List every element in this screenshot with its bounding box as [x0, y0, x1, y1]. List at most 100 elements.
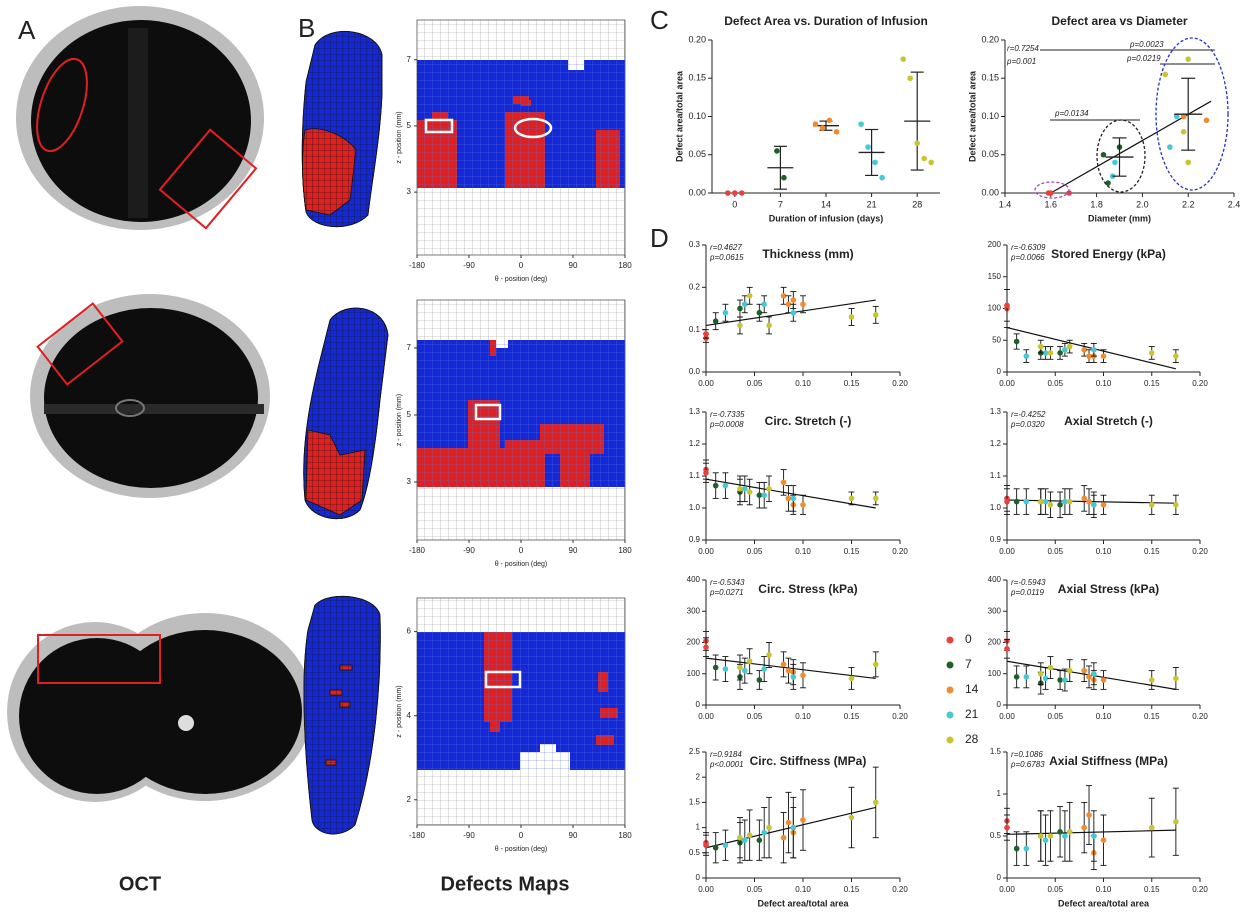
- data-point: [1062, 346, 1068, 353]
- x-tick-label: 0.00: [999, 712, 1015, 721]
- x-tick-label: 2.2: [1182, 199, 1195, 209]
- stat-annotation: r=-0.4252: [1011, 410, 1046, 419]
- data-point: [1081, 346, 1087, 353]
- data-point: [1081, 824, 1087, 831]
- data-point: [1042, 837, 1049, 843]
- data-point: [1004, 302, 1010, 309]
- map-highlight: [513, 117, 553, 139]
- stat-annotation: p<0.0001: [709, 760, 744, 769]
- data-point: [1062, 833, 1068, 839]
- x-tick-label: 180: [618, 546, 632, 555]
- data-point: [761, 301, 767, 308]
- data-point: [737, 322, 743, 329]
- data-point: [1185, 159, 1191, 166]
- data-point: [766, 824, 772, 831]
- data-point: [1057, 502, 1063, 508]
- data-point: [1148, 502, 1155, 508]
- data-point: [756, 677, 763, 683]
- x-axis-label: Diameter (mm): [1088, 213, 1151, 223]
- x-tick-label: -180: [409, 831, 426, 840]
- data-point: [907, 75, 913, 82]
- data-point: [756, 492, 763, 499]
- x-tick-label: 0.15: [844, 379, 860, 388]
- data-point: [725, 190, 731, 196]
- legend-label: 21: [965, 707, 979, 721]
- legend-swatch: [946, 736, 954, 744]
- stat-annotation: r=-0.6309: [1011, 243, 1046, 252]
- x-tick-label: 0.00: [698, 885, 714, 894]
- data-point: [790, 297, 797, 303]
- x-tick-label: 0.00: [698, 379, 714, 388]
- stat-annotation: r=0.9184: [710, 750, 742, 759]
- x-tick-label: 90: [569, 546, 578, 555]
- chart-title: Axial Stiffness (MPa): [1049, 754, 1168, 768]
- data-point: [1013, 338, 1020, 345]
- chart-title: Defect area vs Diameter: [1051, 14, 1187, 28]
- chart-title: Thickness (mm): [762, 247, 853, 261]
- data-point: [703, 842, 709, 849]
- data-point: [1100, 837, 1107, 843]
- data-point: [746, 489, 753, 495]
- data-point: [780, 834, 787, 841]
- data-point: [712, 482, 719, 489]
- data-point: [1023, 498, 1030, 505]
- y-tick-label: 2: [407, 795, 412, 804]
- x-tick-label: 1.6: [1045, 199, 1058, 209]
- data-point: [1105, 180, 1111, 186]
- x-tick-label: 28: [912, 199, 922, 209]
- y-tick-label: 0.5: [689, 848, 701, 857]
- map-cells: [417, 340, 625, 487]
- y-tick-label: 6: [407, 627, 412, 636]
- data-point: [1091, 502, 1097, 508]
- x-tick-label: 0.20: [1192, 379, 1208, 388]
- data-point: [928, 159, 934, 166]
- data-point: [1047, 664, 1054, 671]
- data-point: [722, 842, 729, 849]
- x-tick-label: -180: [409, 261, 426, 270]
- data-point: [1112, 159, 1118, 166]
- data-point: [756, 837, 763, 843]
- data-point: [1148, 824, 1155, 831]
- legend-label: 0: [965, 632, 972, 646]
- fit-line: [1006, 829, 1176, 835]
- y-tick-label: 150: [988, 272, 1002, 281]
- stat-annotation: r=-0.5943: [1011, 578, 1046, 587]
- data-point: [722, 309, 729, 316]
- x-tick-label: 0.20: [1192, 712, 1208, 721]
- y-tick-label: 1.0: [689, 503, 701, 512]
- data-point: [1013, 674, 1020, 680]
- data-point: [865, 144, 871, 150]
- data-point: [742, 301, 748, 308]
- data-point: [914, 140, 920, 147]
- x-tick-label: 0.20: [892, 547, 908, 556]
- y-tick-label: 1.2: [990, 439, 1002, 448]
- data-point: [737, 834, 743, 841]
- x-tick-label: 0.20: [1192, 547, 1208, 556]
- panel-letter: D: [650, 223, 669, 253]
- vessel-model: [303, 307, 389, 519]
- data-point: [746, 832, 753, 838]
- data-point: [1066, 190, 1072, 196]
- data-point: [1173, 353, 1179, 359]
- y-tick-label: 0.2: [689, 282, 701, 291]
- x-axis-label: θ - position (deg): [495, 561, 548, 568]
- data-point: [1023, 353, 1030, 359]
- y-tick-label: 100: [988, 669, 1002, 678]
- y-tick-label: 0.15: [981, 73, 999, 83]
- group-outline: [1155, 37, 1229, 191]
- data-point: [703, 644, 709, 650]
- data-point: [761, 492, 767, 499]
- x-tick-label: 0.15: [1144, 885, 1160, 894]
- data-point: [1066, 667, 1073, 674]
- y-tick-label: 5: [407, 410, 412, 419]
- legend-swatch: [946, 636, 954, 644]
- data-point: [1173, 113, 1180, 120]
- data-point: [790, 495, 797, 502]
- x-tick-label: 0.05: [747, 885, 763, 894]
- y-tick-label: 3: [407, 477, 412, 486]
- y-tick-label: 0: [997, 367, 1002, 376]
- data-point: [1062, 677, 1068, 683]
- y-axis-label: z - position (mm): [396, 394, 403, 446]
- x-tick-label: 0.10: [1096, 379, 1112, 388]
- legend-label: 14: [965, 682, 979, 696]
